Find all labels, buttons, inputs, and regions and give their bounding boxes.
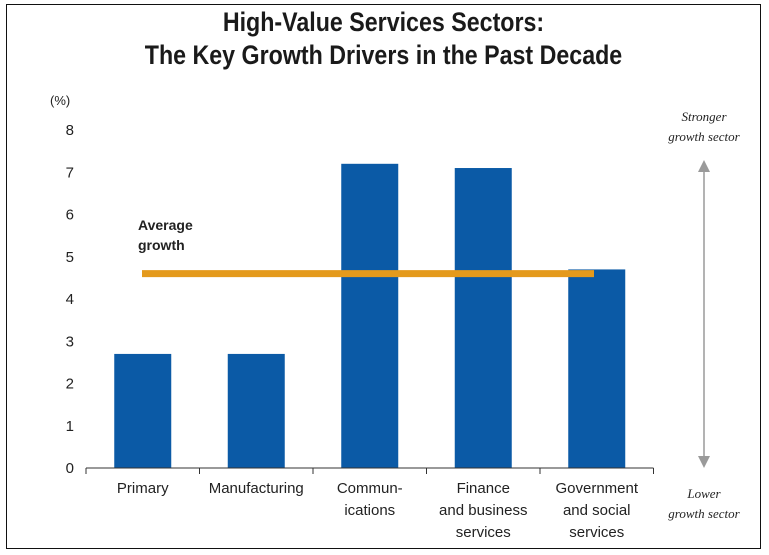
bar — [568, 269, 626, 468]
bars — [114, 163, 626, 469]
y-tick-label: 2 — [66, 376, 74, 393]
y-axis-ticks: 0 1 2 3 4 5 6 7 8 — [66, 122, 74, 477]
lower-growth-label: growth sector — [668, 506, 740, 521]
category-label: Commun- — [337, 480, 403, 497]
chart-title-line-1: High-Value Services Sectors: — [222, 7, 545, 37]
stronger-growth-label: Stronger — [681, 109, 727, 124]
y-tick-label: 1 — [66, 418, 74, 435]
y-tick-label: 8 — [66, 122, 74, 139]
category-label: services — [569, 524, 624, 541]
bar — [454, 168, 512, 468]
chart-title-line-2: The Key Growth Drivers in the Past Decad… — [144, 40, 623, 70]
average-growth: Average growth — [138, 217, 594, 278]
y-axis-unit-label: (%) — [50, 93, 70, 108]
arrow-down-icon — [698, 456, 710, 468]
y-tick-label: 7 — [66, 164, 74, 181]
category-label: and business — [439, 502, 527, 519]
category-label: Government — [555, 480, 638, 497]
average-growth-label: growth — [138, 237, 185, 253]
x-axis-ticks — [85, 468, 654, 474]
arrow-up-icon — [698, 160, 710, 172]
category-label: Primary — [117, 480, 169, 497]
chart-title: High-Value Services Sectors: The Key Gro… — [59, 6, 708, 72]
lower-growth-label: Lower — [686, 486, 721, 501]
category-label: ications — [344, 502, 395, 519]
y-tick-label: 5 — [66, 249, 74, 266]
y-tick-label: 0 — [66, 460, 74, 477]
category-labels: Primary Manufacturing Commun-ications Finan… — [117, 480, 639, 541]
y-tick-label: 4 — [66, 291, 74, 308]
average-growth-label: Average — [138, 217, 193, 233]
bar — [227, 353, 285, 468]
stronger-growth-label: growth sector — [668, 129, 740, 144]
growth-scale-annotation: Stronger growth sector Lower growth sector — [668, 109, 740, 521]
y-tick-label: 3 — [66, 333, 74, 350]
category-label: Finance — [457, 480, 510, 497]
bar — [341, 163, 399, 469]
category-label: Manufacturing — [209, 480, 304, 497]
category-label: services — [456, 524, 511, 541]
y-tick-label: 6 — [66, 207, 74, 224]
category-label: and social — [563, 502, 631, 519]
bar — [114, 353, 172, 468]
